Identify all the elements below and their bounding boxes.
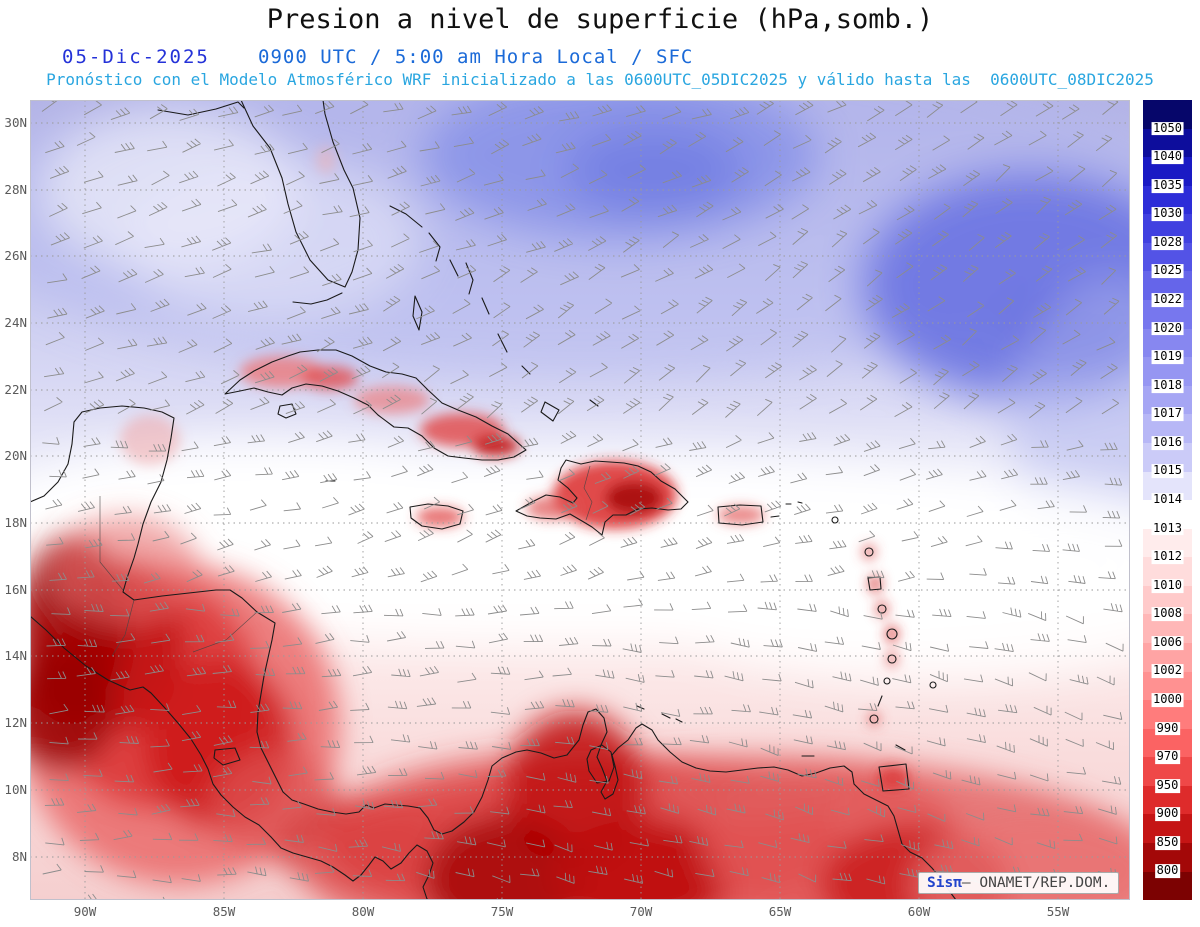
colorbar-level-label: 950 bbox=[1154, 777, 1181, 793]
lon-tick-label: 80W bbox=[351, 904, 375, 919]
lon-tick-label: 55W bbox=[1046, 904, 1070, 919]
pressure-shading-high bbox=[30, 100, 1130, 680]
coastline-gulf-coast bbox=[157, 101, 245, 116]
colorbar-level-label: 1035 bbox=[1151, 177, 1184, 193]
watermark-org: – ONAMET/REP.DOM. bbox=[961, 875, 1111, 891]
lon-tick-label: 90W bbox=[73, 904, 97, 919]
lat-tick-label: 22N bbox=[4, 382, 27, 397]
lon-tick-label: 75W bbox=[490, 904, 514, 919]
colorbar-level-label: 1030 bbox=[1151, 206, 1184, 222]
colorbar-level-label: 800 bbox=[1154, 863, 1181, 879]
lake-nicaragua bbox=[213, 747, 241, 766]
watermark: Sisπ– ONAMET/REP.DOM. bbox=[918, 872, 1120, 894]
colorbar-level-label: 1018 bbox=[1151, 377, 1184, 393]
colorbar-level-label: 850 bbox=[1154, 834, 1181, 850]
lat-tick-label: 26N bbox=[4, 248, 27, 263]
lon-tick-label: 85W bbox=[212, 904, 236, 919]
valid-time: 0900 UTC / 5:00 am Hora Local / SFC bbox=[258, 46, 694, 68]
lon-tick-label: 70W bbox=[629, 904, 653, 919]
pressure-map-canvas bbox=[30, 100, 1130, 900]
colorbar-level-label: 1015 bbox=[1151, 463, 1184, 479]
colorbar-level-label: 1014 bbox=[1151, 492, 1184, 507]
lat-tick-label: 18N bbox=[4, 515, 27, 530]
coastline-florida bbox=[240, 100, 361, 288]
lat-tick-label: 30N bbox=[4, 115, 27, 130]
coastline-central-america-caribbean bbox=[30, 405, 957, 900]
coastline-cuba bbox=[224, 349, 527, 461]
colorbar-level-label: 1017 bbox=[1151, 406, 1184, 422]
coastline-central-america-pacific bbox=[30, 615, 434, 900]
forecast-info-line: Pronóstico con el Modelo Atmosférico WRF… bbox=[46, 70, 1154, 89]
coastline-puerto-rico bbox=[717, 504, 764, 526]
colorbar-level-label: 1020 bbox=[1151, 320, 1184, 336]
colorbar-level-label: 1012 bbox=[1151, 549, 1184, 565]
valid-date: 05-Dic-2025 bbox=[62, 46, 210, 68]
colorbar-level-label: 970 bbox=[1154, 749, 1181, 765]
coastline-bahamas bbox=[389, 205, 599, 422]
wind-barb-glyphs bbox=[41, 100, 1130, 900]
gridlines bbox=[30, 100, 1130, 900]
coastlines bbox=[30, 100, 957, 900]
lat-tick-label: 24N bbox=[4, 315, 27, 330]
lat-tick-label: 14N bbox=[4, 648, 27, 663]
colorbar-level-label: 1028 bbox=[1151, 234, 1184, 250]
lat-tick-label: 16N bbox=[4, 582, 27, 597]
colorbar-level-label: 1008 bbox=[1151, 606, 1184, 622]
colorbar-level-label: 1019 bbox=[1151, 349, 1184, 365]
coastline-lesser-antilles bbox=[636, 501, 937, 792]
lon-tick-label: 60W bbox=[907, 904, 931, 919]
lat-tick-label: 20N bbox=[4, 448, 27, 463]
colorbar-level-label: 1050 bbox=[1151, 120, 1184, 136]
wind-barbs bbox=[41, 100, 1130, 900]
terrain-low-cores bbox=[120, 146, 909, 790]
lat-tick-label: 12N bbox=[4, 715, 27, 730]
lake-maracaibo bbox=[586, 744, 615, 784]
colorbar-level-label: 990 bbox=[1154, 720, 1181, 736]
coastline-hispaniola bbox=[515, 459, 689, 536]
pressure-shading-low bbox=[30, 515, 1130, 900]
lat-tick-label: 8N bbox=[11, 849, 27, 864]
pressure-colorbar: 1050 1040 1035 1030 1028 1025 1022 1020 1019 1018… bbox=[1143, 100, 1192, 901]
chart-title: Presion a nivel de superficie (hPa,somb.… bbox=[266, 4, 934, 35]
colorbar-level-label: 1000 bbox=[1151, 692, 1184, 707]
colorbar-level-label: 1010 bbox=[1151, 577, 1184, 593]
colorbar-level-label: 1002 bbox=[1151, 663, 1184, 679]
colorbar-level-label: 1006 bbox=[1151, 634, 1184, 650]
map-frame bbox=[30, 100, 1130, 900]
colorbar-level-label: 1025 bbox=[1151, 263, 1184, 279]
coastline-isle-of-youth bbox=[277, 403, 297, 419]
lon-tick-label: 65W bbox=[768, 904, 792, 919]
lat-tick-label: 10N bbox=[4, 782, 27, 797]
lat-tick-label: 28N bbox=[4, 182, 27, 197]
colorbar-level-label: 1040 bbox=[1151, 149, 1184, 165]
coastline-florida-keys bbox=[292, 292, 343, 305]
colorbar-level-label: 1022 bbox=[1151, 292, 1184, 307]
colorbar-level-label: 1016 bbox=[1151, 434, 1184, 450]
colorbar-level-label: 1013 bbox=[1151, 520, 1184, 536]
watermark-brand: Sisπ bbox=[927, 875, 962, 891]
colorbar-level-label: 900 bbox=[1154, 806, 1181, 822]
